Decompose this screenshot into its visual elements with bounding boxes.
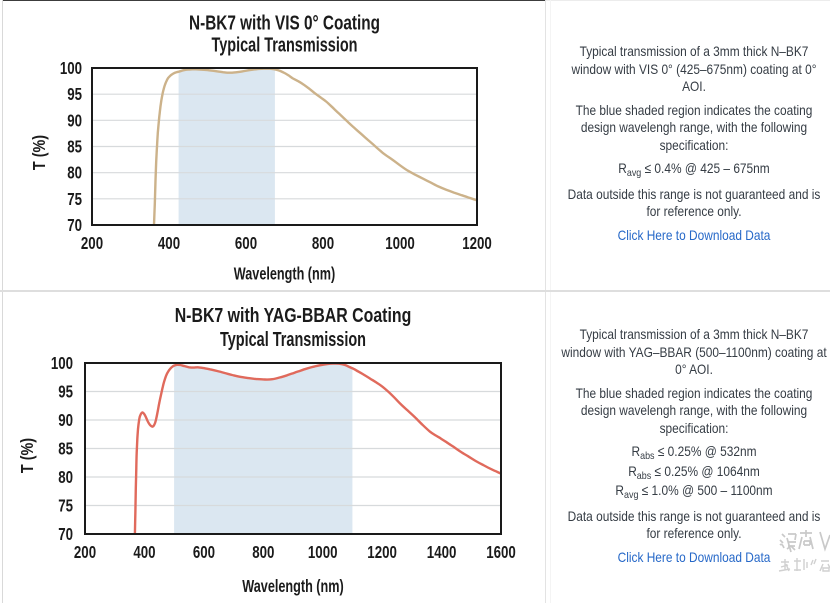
svg-text:100: 100 (51, 354, 73, 373)
svg-text:200: 200 (81, 234, 103, 253)
svg-text:75: 75 (67, 190, 82, 209)
svg-text:70: 70 (58, 525, 73, 544)
svg-text:T (%): T (%) (30, 135, 50, 170)
svg-text:Wavelength (nm): Wavelength (nm) (242, 577, 343, 597)
svg-text:800: 800 (252, 543, 274, 562)
svg-text:N-BK7 with VIS 0° Coating: N-BK7 with VIS 0° Coating (189, 11, 380, 34)
svg-text:1200: 1200 (367, 543, 397, 562)
svg-text:1400: 1400 (427, 543, 457, 562)
svg-text:200: 200 (74, 543, 96, 562)
svg-text:N-BK7 with YAG-BBAR Coating: N-BK7 with YAG-BBAR Coating (175, 303, 412, 326)
svg-text:80: 80 (67, 164, 82, 183)
svg-text:1000: 1000 (385, 234, 415, 253)
svg-text:800: 800 (312, 234, 334, 253)
svg-text:Wavelength (nm): Wavelength (nm) (234, 264, 335, 284)
svg-text:100: 100 (60, 59, 82, 78)
svg-text:90: 90 (58, 411, 73, 430)
svg-text:400: 400 (133, 543, 155, 562)
svg-text:T (%): T (%) (18, 438, 38, 473)
svg-text:95: 95 (67, 86, 82, 105)
svg-text:1200: 1200 (462, 234, 492, 253)
svg-text:Typical Transmission: Typical Transmission (220, 327, 366, 350)
svg-text:400: 400 (158, 234, 180, 253)
svg-text:600: 600 (193, 543, 215, 562)
svg-text:Typical Transmission: Typical Transmission (211, 33, 357, 56)
svg-text:1600: 1600 (486, 543, 516, 562)
svg-text:75: 75 (58, 497, 73, 516)
svg-text:90: 90 (67, 112, 82, 131)
svg-text:85: 85 (67, 138, 82, 157)
svg-text:80: 80 (58, 468, 73, 487)
svg-text:1000: 1000 (308, 543, 338, 562)
svg-text:70: 70 (67, 216, 82, 235)
svg-text:95: 95 (58, 383, 73, 402)
svg-text:600: 600 (235, 234, 257, 253)
svg-text:85: 85 (58, 440, 73, 459)
